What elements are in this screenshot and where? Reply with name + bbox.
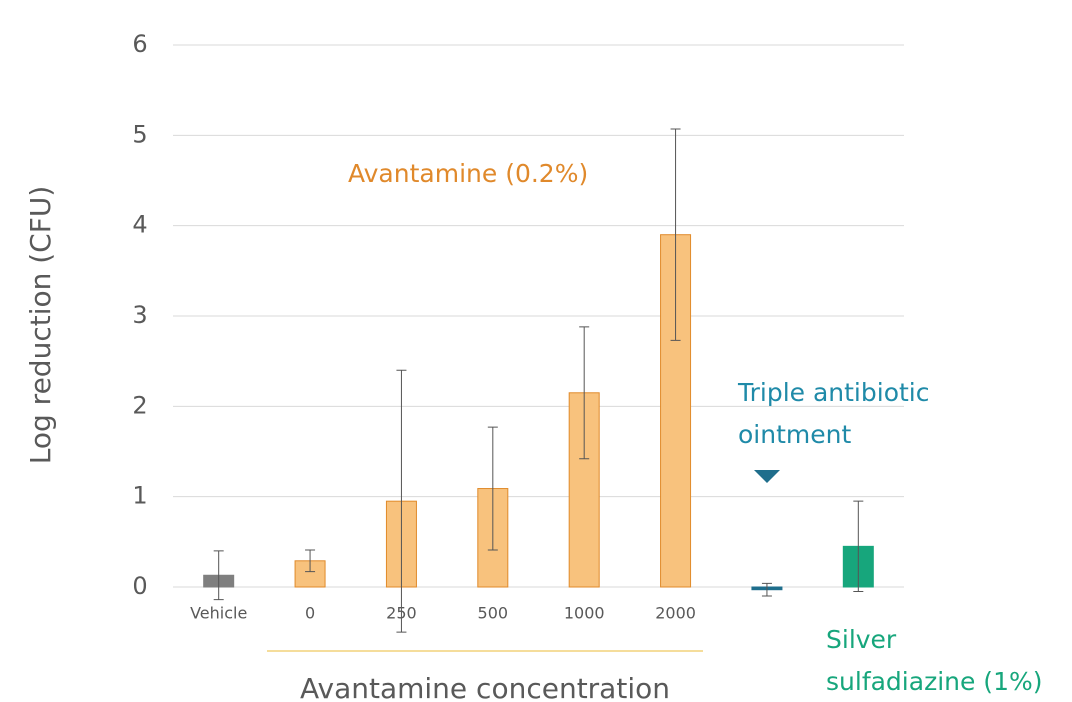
y-axis-label: Log reduction (CFU) [24, 186, 57, 464]
y-tick-label: 3 [132, 301, 147, 329]
x-axis-label: Avantamine concentration [300, 672, 670, 702]
x-tick-label: 250 [386, 604, 417, 623]
y-tick-label: 1 [132, 482, 147, 510]
error-bar [487, 426, 498, 551]
error-bar [213, 550, 224, 601]
y-tick-label: 4 [132, 211, 147, 239]
error-bar [670, 128, 681, 341]
annotation: Triple antibiotic [737, 378, 929, 407]
x-tick-label: Vehicle [190, 604, 247, 623]
x-tick-label: 1000 [564, 604, 605, 623]
error-bar [853, 500, 864, 593]
error-bar [396, 369, 407, 633]
y-tick-label: 6 [132, 30, 147, 58]
y-tick-label: 0 [132, 572, 147, 600]
annotation: Silver [826, 625, 897, 654]
x-tick-label: 0 [305, 604, 315, 623]
x-tick-label: 500 [478, 604, 509, 623]
error-bar [761, 582, 772, 597]
x-tick-label: 2000 [655, 604, 696, 623]
y-tick-label: 5 [132, 120, 147, 148]
annotation: sulfadiazine (1%) [826, 667, 1042, 696]
annotation: ointment [738, 420, 851, 449]
bar [568, 392, 600, 588]
error-bar [579, 326, 590, 460]
arrow [754, 470, 780, 483]
y-tick-label: 2 [132, 391, 147, 419]
annotation: Avantamine (0.2%) [348, 159, 588, 188]
error-bar [305, 549, 316, 573]
